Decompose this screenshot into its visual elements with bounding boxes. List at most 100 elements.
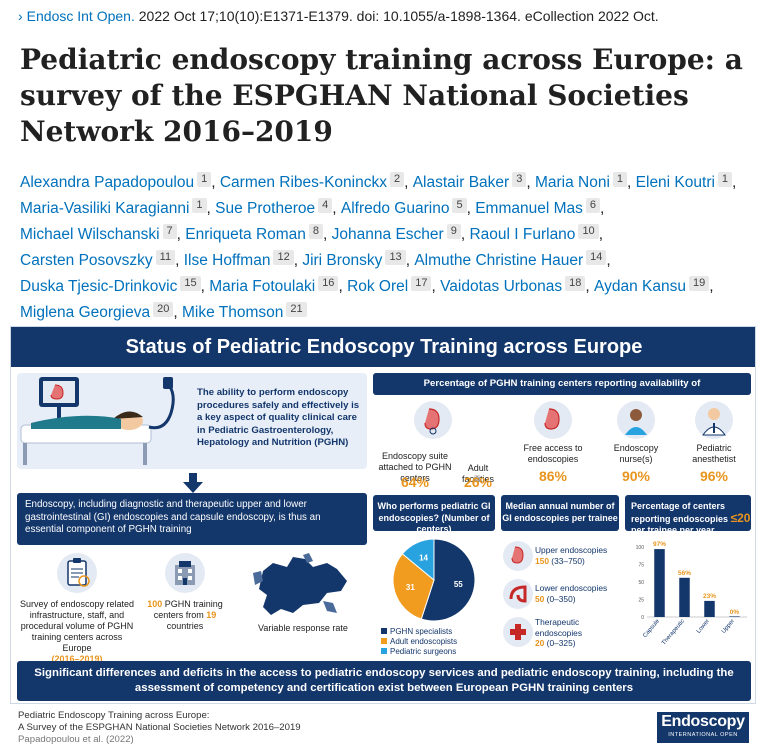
- citation-details: 2022 Oct 17;10(10):E1371-E1379. doi: 10.…: [134, 8, 659, 24]
- availability-label: Free access to endoscopies: [523, 443, 583, 464]
- y-tick-label: 75: [638, 563, 644, 569]
- footer-caption: Pediatric Endoscopy Training across Euro…: [18, 710, 301, 746]
- availability-pct: 96%: [699, 468, 729, 484]
- pct20-header: Percentage of centers reporting endoscop…: [625, 495, 751, 535]
- centers-card: 100 PGHN training centers from 19 countr…: [141, 551, 229, 649]
- availability-anesthetist: Pediatric anesthetist 96%: [679, 401, 749, 484]
- response-rate-label: Variable response rate: [258, 623, 348, 633]
- author-link[interactable]: Duska Tjesic-Drinkovic 15,: [20, 276, 210, 295]
- availability-label: Endoscopy suite attached to PGHN centers: [378, 451, 452, 483]
- author-link[interactable]: Johanna Escher 9,: [331, 224, 470, 243]
- therapeutic-icon: [503, 617, 533, 647]
- affiliation-badge[interactable]: 9: [446, 224, 461, 239]
- affiliation-badge[interactable]: 8: [308, 224, 324, 239]
- europe-map-icon: [243, 551, 361, 621]
- affiliation-badge[interactable]: 1: [197, 172, 212, 187]
- affiliation-badge[interactable]: 1: [192, 198, 207, 213]
- journal-link[interactable]: Endosc Int Open.: [26, 8, 135, 24]
- affiliation-badge[interactable]: 4: [318, 198, 333, 213]
- author-link[interactable]: Aydan Kansu 19,: [594, 276, 714, 295]
- median-upper: Upper endoscopies 150 (33–750): [535, 545, 608, 566]
- author-link[interactable]: Rok Orel 17,: [347, 276, 441, 295]
- nurse-icon: [617, 401, 655, 439]
- affiliation-badge[interactable]: 13: [385, 250, 406, 265]
- author-link[interactable]: Maria Fotoulaki 16,: [209, 276, 348, 295]
- pie-value-label: 55: [454, 580, 463, 589]
- author-link[interactable]: Raoul I Furlano 10,: [469, 224, 603, 243]
- availability-nurse: Endoscopy nurse(s) 90%: [601, 401, 671, 484]
- author-link[interactable]: Alfredo Guarino 5,: [340, 198, 476, 217]
- bar-upper: [729, 616, 740, 617]
- survey-card: Survey of endoscopy related infrastructu…: [17, 551, 137, 664]
- affiliation-badge[interactable]: 14: [586, 250, 607, 265]
- graphical-abstract: Status of Pediatric Endoscopy Training a…: [10, 326, 756, 704]
- stomach-icon: [534, 401, 572, 439]
- author-link[interactable]: Alastair Baker 3,: [412, 172, 535, 191]
- author-link[interactable]: Enriqueta Roman 8,: [185, 224, 332, 243]
- availability-pct: 64%: [400, 474, 430, 490]
- availability-label: Endoscopy nurse(s): [613, 443, 659, 464]
- stomach-icon: [414, 401, 452, 439]
- availability-header: Percentage of PGHN training centers repo…: [373, 373, 751, 395]
- pct20-bar-chart: 0 25 50 75 100 97% Capsule 56% Therapeutic 23% Low…: [636, 541, 747, 647]
- bar-data-label: 97%: [653, 541, 666, 548]
- author-link[interactable]: Michael Wilschanski 7,: [20, 224, 186, 243]
- footer-line-2: A Survey of the ESPGHAN National Societi…: [18, 722, 301, 733]
- x-tick-label: Therapeutic: [661, 618, 686, 646]
- chevron-right-icon: ›: [18, 8, 23, 24]
- affiliation-badge[interactable]: 7: [162, 224, 177, 239]
- author-link[interactable]: Maria Noni 1,: [534, 172, 636, 191]
- arrow-down-icon: [183, 473, 203, 493]
- availability-pct: 26%: [463, 474, 493, 490]
- affiliation-badge[interactable]: 11: [155, 250, 176, 265]
- procedure-illustration: The ability to perform endoscopy procedu…: [17, 373, 367, 469]
- affiliation-badge[interactable]: 5: [452, 198, 467, 213]
- doctor-icon: [695, 401, 733, 439]
- bar-lower: [704, 600, 715, 617]
- endoscopy-definition-box: Endoscopy, including diagnostic and ther…: [17, 493, 367, 545]
- affiliation-badge[interactable]: 1: [612, 172, 628, 187]
- author-link[interactable]: Eleni Koutri 1,: [635, 172, 737, 191]
- author-link[interactable]: Carsten Posovszky 11,: [20, 250, 184, 269]
- affiliation-badge[interactable]: 19: [688, 276, 710, 291]
- y-tick-label: 0: [641, 615, 644, 621]
- affiliation-badge[interactable]: 10: [578, 224, 599, 239]
- author-link[interactable]: Miglena Georgieva 20,: [20, 302, 182, 321]
- affiliation-badge[interactable]: 3: [512, 172, 527, 187]
- author-link[interactable]: Vaidotas Urbonas 18,: [440, 276, 595, 295]
- author-link[interactable]: Ilse Hoffman 12,: [183, 250, 303, 269]
- author-link[interactable]: Alexandra Papadopoulou 1,: [20, 172, 220, 191]
- journal-logo: Endoscopy INTERNATIONAL OPEN: [657, 712, 749, 743]
- legend-swatch: [381, 648, 387, 654]
- affiliation-badge[interactable]: 15: [180, 276, 201, 291]
- author-link[interactable]: Carmen Ribes-Koninckx 2,: [219, 172, 413, 191]
- affiliation-badge[interactable]: 2: [389, 172, 405, 187]
- bar-data-label: 56%: [678, 570, 691, 577]
- author-link[interactable]: Almuthe Christine Hauer 14,: [414, 250, 611, 269]
- x-tick-label: Lower: [696, 618, 711, 634]
- availability-label: Adult facilities: [461, 463, 494, 484]
- affiliation-badge[interactable]: 18: [565, 276, 586, 291]
- survey-description: Survey of endoscopy related infrastructu…: [19, 599, 135, 664]
- author-link[interactable]: Maria-Vasiliki Karagianni 1,: [20, 198, 216, 217]
- pie-slice-2: [401, 538, 435, 582]
- y-tick-label: 100: [636, 545, 645, 551]
- author-link[interactable]: Sue Protheroe 4,: [215, 198, 341, 217]
- affiliation-badge[interactable]: 16: [318, 276, 339, 291]
- conclusion-banner: Significant differences and deficits in …: [17, 661, 751, 701]
- author-list: Alexandra Papadopoulou 1, Carmen Ribes-Ko…: [20, 170, 755, 326]
- author-link[interactable]: Mike Thomson 21: [182, 302, 307, 321]
- pie-slice-0: [420, 538, 476, 622]
- lower-gi-icon: [503, 579, 533, 609]
- affiliation-badge[interactable]: 6: [585, 198, 601, 213]
- author-link[interactable]: Emmanuel Mas 6,: [475, 198, 605, 217]
- affiliation-badge[interactable]: 12: [273, 250, 294, 265]
- author-link[interactable]: Jiri Bronsky 13,: [302, 250, 415, 269]
- median-header: Median annual number of GI endoscopies p…: [501, 495, 619, 531]
- affiliation-badge[interactable]: 21: [286, 302, 307, 317]
- legend-pghn-specialists: PGHN specialists: [381, 627, 452, 636]
- affiliation-badge[interactable]: 1: [717, 172, 733, 187]
- affiliation-badge[interactable]: 20: [153, 302, 174, 317]
- map-card: Variable response rate: [239, 551, 367, 649]
- affiliation-badge[interactable]: 17: [411, 276, 432, 291]
